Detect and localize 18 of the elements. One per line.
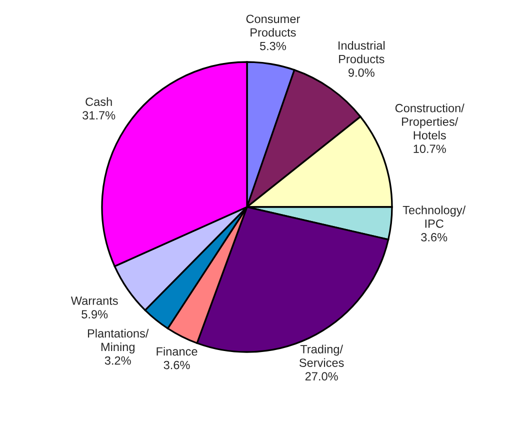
data-label: 10.7%: [414, 144, 446, 154]
data-label: 5.3%: [260, 42, 286, 50]
slice-label: Trading/ Services: [299, 344, 344, 367]
slice-label: Finance: [156, 346, 198, 356]
data-label: 9.0%: [348, 68, 374, 77]
slice-label: Consumer Products: [246, 14, 300, 37]
slice-label: Technology/ IPC: [402, 206, 466, 228]
data-label: 3.2%: [104, 356, 131, 365]
data-label: 31.7%: [82, 111, 116, 120]
slice-label: Industrial Products: [338, 41, 385, 64]
slice-label: Construction/ Properties/ Hotels: [395, 104, 464, 140]
slice-label: Cash: [86, 97, 112, 106]
data-label: 3.6%: [421, 233, 448, 242]
slice-label: Plantations/ Mining: [88, 328, 149, 354]
data-label: 3.6%: [164, 360, 190, 370]
data-label: 5.9%: [82, 310, 108, 318]
slice-label: Warrants: [70, 296, 118, 305]
data-label: 27.0%: [305, 372, 338, 381]
